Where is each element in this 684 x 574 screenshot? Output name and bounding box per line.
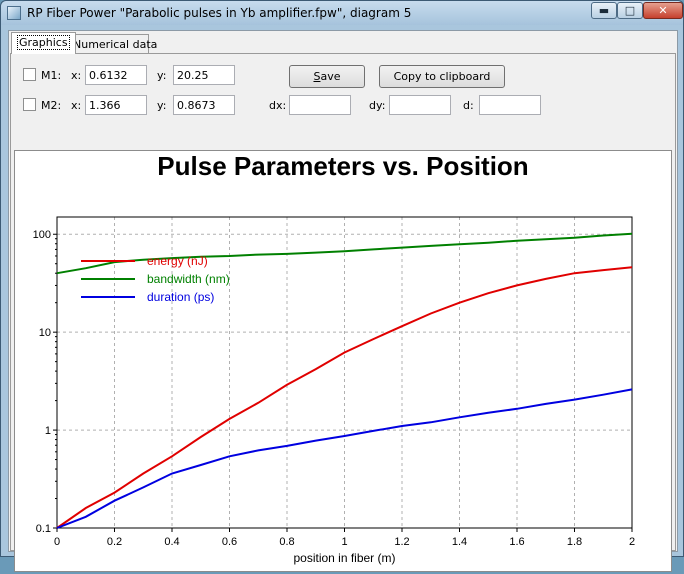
x-tick-label: 1 <box>341 536 347 548</box>
dy-field[interactable] <box>389 95 451 115</box>
x-tick-label: 1.6 <box>509 536 524 548</box>
minimize-icon: ▬ <box>598 4 610 17</box>
tab-label: Numerical data <box>73 38 158 51</box>
x-tick-label: 0.8 <box>279 536 294 548</box>
series-line <box>56 232 633 275</box>
m1-checkbox[interactable] <box>23 68 36 81</box>
maximize-button[interactable]: □ <box>617 2 643 19</box>
tab-label: Graphics <box>17 35 70 50</box>
m1-y-field[interactable]: 20.25 <box>173 65 235 85</box>
m2-y-label: y: <box>157 99 167 112</box>
x-axis-label: position in fiber (m) <box>293 551 395 565</box>
series-lines <box>56 232 633 529</box>
tab-graphics[interactable]: Graphics <box>11 32 76 54</box>
grid <box>57 217 632 528</box>
m2-checkbox[interactable] <box>23 98 36 111</box>
d-label: d: <box>463 99 474 112</box>
legend-label: energy (nJ) <box>147 254 208 268</box>
app-icon <box>7 6 21 20</box>
m1-label: M1: <box>41 69 62 82</box>
maximize-icon: □ <box>624 4 636 17</box>
close-icon: ✕ <box>658 4 668 17</box>
legend-label: duration (ps) <box>147 290 214 304</box>
m2-y-field[interactable]: 0.8673 <box>173 95 235 115</box>
client-area: Graphics Numerical data M1: x: 0.6132 y:… <box>8 30 678 572</box>
chart-panel[interactable]: Pulse Parameters vs. Position 0 0.2 0.4 0.6… <box>14 150 672 572</box>
d-field[interactable] <box>479 95 541 115</box>
m1-x-label: x: <box>71 69 82 82</box>
dx-field[interactable] <box>289 95 351 115</box>
legend: energy (nJ) bandwidth (nm) duration (ps) <box>81 254 230 304</box>
x-tick-label: 2 <box>629 536 635 548</box>
x-tick-label: 0.4 <box>164 536 179 548</box>
series-line <box>56 388 633 529</box>
close-button[interactable]: ✕ <box>643 2 683 19</box>
m2-label: M2: <box>41 99 62 112</box>
copy-to-clipboard-button[interactable]: Copy to clipboard <box>379 65 505 88</box>
dx-label: dx: <box>269 99 287 112</box>
x-tick-label: 1.2 <box>394 536 409 548</box>
x-tick-label: 0.2 <box>107 536 122 548</box>
y-tick-label: 0.1 <box>36 523 51 535</box>
x-tick-label: 0 <box>54 536 60 548</box>
title-bar[interactable]: RP Fiber Power "Parabolic pulses in Yb a… <box>1 1 683 25</box>
window-title: RP Fiber Power "Parabolic pulses in Yb a… <box>27 6 412 20</box>
x-tick-label: 1.4 <box>452 536 467 548</box>
x-tick-label: 1.8 <box>567 536 582 548</box>
save-label: ave <box>320 70 341 83</box>
save-mnemonic: S <box>313 70 321 83</box>
m1-y-label: y: <box>157 69 167 82</box>
chart-title: Pulse Parameters vs. Position <box>157 151 528 181</box>
series-line <box>56 266 633 529</box>
dy-label: dy: <box>369 99 386 112</box>
y-tick-label: 100 <box>33 229 51 241</box>
copy-label: Copy to clipboard <box>393 70 491 83</box>
y-tick-label: 1 <box>45 425 51 437</box>
minimize-button[interactable]: ▬ <box>591 2 617 19</box>
y-tick-label: 10 <box>39 327 51 339</box>
chart-svg[interactable]: Pulse Parameters vs. Position 0 0.2 0.4 0.6… <box>15 151 671 571</box>
tab-numerical-data[interactable]: Numerical data <box>67 34 157 54</box>
m1-x-field[interactable]: 0.6132 <box>85 65 147 85</box>
x-tick-label: 0.6 <box>222 536 237 548</box>
axis-ticks: 0 0.2 0.4 0.6 0.8 1 1.2 1.4 1.6 1.8 2 0.1 1 10 100 <box>33 229 635 548</box>
legend-label: bandwidth (nm) <box>147 272 230 286</box>
m2-x-label: x: <box>71 99 82 112</box>
m2-x-field[interactable]: 1.366 <box>85 95 147 115</box>
